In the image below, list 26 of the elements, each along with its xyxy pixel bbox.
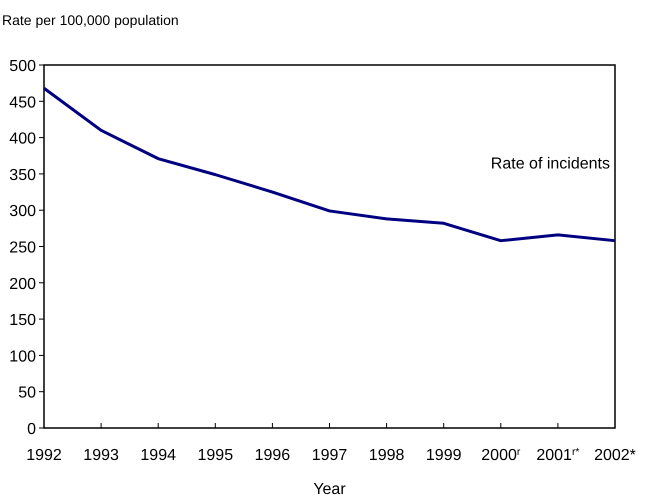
x-tick-label: 2002* <box>594 447 636 464</box>
y-tick-label: 250 <box>9 240 36 256</box>
y-tick-label: 350 <box>9 166 36 184</box>
x-tick-label: 1997 <box>312 447 348 464</box>
x-tick-label: 1999 <box>426 447 462 464</box>
y-tick-label: 100 <box>9 348 36 366</box>
x-tick-label: 1998 <box>368 447 404 464</box>
x-tick-label: 1992 <box>26 447 62 464</box>
y-tick-label: 200 <box>9 276 36 293</box>
y-tick-label: 150 <box>9 312 36 330</box>
text: Rate of incidents <box>490 156 610 173</box>
x-tick-label: 1994 <box>140 447 176 464</box>
x-tick-label: 1995 <box>198 447 234 464</box>
y-tick-label: 0 <box>27 421 36 438</box>
y-axis-title: Rate per 100,000 population <box>2 12 179 28</box>
y-tick-label: 400 <box>9 130 36 148</box>
x-tick-label: 2000$^{r}$ <box>481 446 521 464</box>
y-tick-label: 300 <box>9 203 36 220</box>
x-tick-label: 2001$^{r*}$ <box>536 446 580 464</box>
line-series <box>42 86 616 242</box>
x-tick-label: 1996 <box>254 447 290 464</box>
y-tick-label: 50 <box>18 384 36 402</box>
y-tick-label: 500 <box>9 58 36 75</box>
y-tick-label: 450 <box>9 94 36 112</box>
x-tick-label: 1993 <box>83 447 119 464</box>
x-axis-title: Year <box>313 481 346 498</box>
